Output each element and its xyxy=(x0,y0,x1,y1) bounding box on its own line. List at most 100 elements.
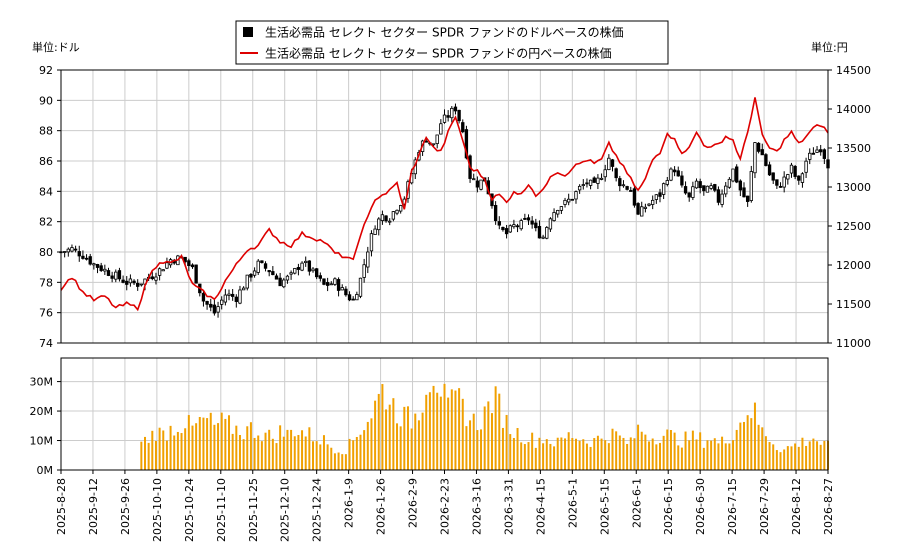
volume-bar xyxy=(644,434,647,470)
candle-body xyxy=(366,251,370,268)
volume-bar xyxy=(140,441,143,470)
candle-body xyxy=(256,260,260,273)
volume-bar xyxy=(447,397,450,470)
volume-bar xyxy=(286,429,289,470)
volume-bar xyxy=(812,438,815,470)
volume-bar xyxy=(545,439,548,470)
candle-body xyxy=(497,221,501,226)
volume-bar xyxy=(629,437,632,470)
volume-bar xyxy=(348,438,351,470)
x-tick-label: 2026-8-12 xyxy=(790,478,803,535)
volume-bar xyxy=(633,438,636,470)
candle-body xyxy=(475,180,480,188)
candle-body xyxy=(651,199,655,205)
volume-bar xyxy=(154,440,157,470)
candle-body xyxy=(457,109,461,122)
candle-body xyxy=(592,177,596,183)
candle-body xyxy=(789,164,794,174)
volume-bar xyxy=(753,402,756,470)
candle-body xyxy=(767,164,772,176)
volume-bar xyxy=(458,388,461,470)
candle-body xyxy=(676,170,680,177)
volume-axis: 0M 10M 20M 30M xyxy=(30,376,61,477)
volume-bar xyxy=(808,441,811,470)
volume-bar xyxy=(735,429,738,470)
volume-bar xyxy=(461,398,464,470)
x-tick-label: 2025-9-12 xyxy=(87,478,100,535)
volume-bar xyxy=(574,438,577,470)
candle-body xyxy=(216,306,220,313)
candle-body xyxy=(398,205,403,212)
volume-bar xyxy=(772,444,775,470)
candle-body xyxy=(508,225,512,233)
legend-label-usd: 生活必需品 セレクト セクター SPDR ファンドのドルベースの株価 xyxy=(265,25,624,40)
volume-bar xyxy=(564,438,567,470)
volume-bar xyxy=(213,424,216,470)
volume-bar xyxy=(523,444,526,470)
volume-bar xyxy=(505,414,508,470)
candle-body xyxy=(110,275,114,279)
volume-bar xyxy=(721,436,724,470)
volume-bar xyxy=(684,431,687,470)
volume-bar xyxy=(355,436,358,470)
volume-bar xyxy=(677,445,680,470)
candle-body xyxy=(530,220,534,225)
candle-body xyxy=(808,152,812,160)
volume-bar xyxy=(231,433,234,470)
candle-body xyxy=(720,193,724,205)
candle-body xyxy=(581,184,585,186)
volume-bar xyxy=(691,430,694,470)
volume-bar xyxy=(794,443,797,470)
candle-body xyxy=(194,264,198,284)
candle-body xyxy=(636,203,640,215)
candle-body xyxy=(552,212,556,221)
candle-body xyxy=(753,142,757,174)
candle-body xyxy=(519,220,523,230)
x-tick-label: 2026-3-16 xyxy=(470,478,483,535)
volume-bar xyxy=(742,421,745,470)
volume-bar xyxy=(326,444,329,470)
candle-body xyxy=(274,275,279,280)
volume-bar xyxy=(443,383,446,470)
volume-bar xyxy=(699,432,702,470)
candle-body xyxy=(647,203,651,206)
candle-body xyxy=(395,209,399,214)
candle-body xyxy=(285,275,290,281)
candle-body xyxy=(380,214,385,221)
candle-body xyxy=(311,268,315,272)
volume-bar xyxy=(746,415,749,470)
volume-bar xyxy=(370,418,373,470)
candle-body xyxy=(563,199,567,205)
candle-body xyxy=(424,140,428,143)
candle-body xyxy=(764,154,768,166)
volume-bar xyxy=(783,449,786,470)
candle-body xyxy=(241,287,246,291)
volume-bar xyxy=(187,415,190,470)
volume-bar xyxy=(805,445,808,470)
candle-body xyxy=(548,218,553,230)
volume-bar xyxy=(242,439,245,470)
volume-bar xyxy=(359,434,362,470)
volume-bar xyxy=(560,437,563,470)
candle-body xyxy=(220,299,224,305)
candle-body xyxy=(205,301,209,305)
candle-body xyxy=(749,171,753,201)
candle-body xyxy=(318,275,322,279)
volume-bar xyxy=(439,396,442,470)
left-tick-label: 86 xyxy=(39,155,53,168)
volume-bar xyxy=(604,440,607,470)
candle-body xyxy=(289,272,293,275)
volume-bar xyxy=(626,443,629,470)
candle-body xyxy=(793,166,797,177)
x-tick-label: 2025-11-25 xyxy=(247,478,260,542)
right-tick-label: 13500 xyxy=(836,142,871,155)
candle-body xyxy=(775,179,779,186)
candle-body xyxy=(716,189,721,203)
candle-body xyxy=(702,185,706,192)
candle-body xyxy=(439,123,443,135)
candle-body xyxy=(786,174,790,180)
volume-bar xyxy=(750,418,753,470)
candle-body xyxy=(683,186,688,194)
candle-body xyxy=(694,180,699,189)
